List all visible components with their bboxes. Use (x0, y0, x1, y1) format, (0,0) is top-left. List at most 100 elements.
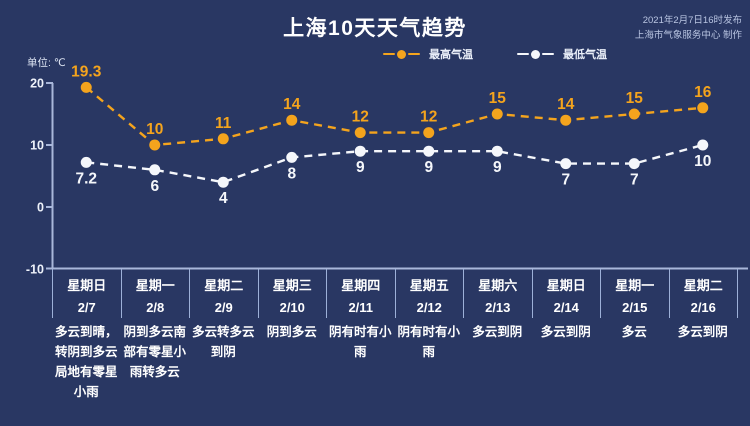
weather-description: 多云到阴 (677, 325, 728, 339)
day-header-cell: 星期日 2/7 (52, 269, 121, 318)
high-temp-point (80, 81, 92, 93)
legend-item-high-temp: 最高气温 (383, 46, 473, 62)
day-name-label: 星期一 (615, 278, 655, 293)
page-title: 上海10天天气趋势 (283, 17, 467, 40)
day-name-label: 星期三 (272, 278, 312, 293)
low-temp-point (423, 145, 435, 157)
day-date-label: 2/11 (348, 300, 374, 315)
legend-item-low-temp: 最低气温 (517, 46, 607, 62)
low-temp-point (354, 145, 366, 157)
legend-marker-dot (531, 49, 540, 59)
high-temp-value-label: 19.3 (71, 63, 102, 80)
publish-info: 2021年2月7日16时发布 上海市气象服务中心 制作 (635, 13, 742, 43)
low-temp-point (560, 158, 572, 170)
weather-description: 多云转多云 到阴 (191, 325, 255, 359)
day-header-cell: 星期三 2/10 (257, 269, 327, 318)
high-temp-value-label: 12 (352, 109, 369, 126)
day-header-cell: 星期二 2/16 (668, 269, 738, 318)
low-temp-point (628, 158, 640, 170)
legend-marker-dash (408, 52, 420, 56)
high-temp-point (423, 127, 435, 139)
legend-line-dot-icon (517, 49, 554, 59)
low-temp-value-label: 8 (287, 165, 296, 182)
legend-label: 最低气温 (563, 49, 607, 61)
y-tick-label: 0 (37, 201, 44, 215)
high-temp-value-label: 11 (215, 115, 232, 132)
legend-marker-dash (517, 52, 529, 56)
day-header-cell: 星期五 2/12 (394, 269, 464, 318)
legend-marker-dash (383, 52, 395, 56)
low-temp-point (217, 176, 229, 188)
low-temp-value-label: 4 (219, 190, 228, 207)
day-date-label: 2/9 (214, 300, 233, 315)
high-temp-point (697, 102, 709, 114)
high-temp-value-label: 14 (557, 96, 575, 113)
unit-label: 单位: ℃ (27, 57, 66, 69)
low-temp-value-label: 10 (694, 153, 711, 170)
day-header-row: 星期日 2/7 星期一 2/8 星期二 2/9 星期三 2/10 星期四 2/11 星期五 2/12 星… (52, 269, 738, 318)
high-temp-point (286, 114, 298, 126)
day-name-label: 星期五 (409, 278, 449, 293)
high-temp-point (354, 127, 366, 139)
low-temp-point (491, 145, 503, 157)
low-temp-line (86, 143, 704, 184)
day-date-label: 2/16 (690, 300, 716, 315)
low-temp-value-label: 9 (356, 159, 365, 176)
low-temp-value-label: 7 (561, 172, 570, 189)
day-date-label: 2/15 (622, 300, 648, 315)
day-name-label: 星期四 (341, 278, 381, 293)
day-name-label: 星期二 (683, 278, 723, 293)
low-temp-value-label: 9 (424, 159, 433, 176)
weather-description: 多云到晴， 转阴到多云 局地有零星 小雨 (54, 325, 118, 399)
weather-text-row: 多云到晴， 转阴到多云 局地有零星 小雨 阴到多云南 部有零星小 雨转多云 多云转多… (52, 322, 737, 402)
low-temp-point (286, 151, 298, 163)
y-tick-label: 10 (30, 139, 44, 153)
day-name-label: 星期日 (546, 278, 586, 293)
weather-description: 多云到阴 (472, 325, 523, 339)
high-temp-value-label: 15 (489, 90, 507, 107)
day-date-label: 2/12 (416, 300, 442, 315)
high-temp-line (85, 86, 703, 147)
day-header-cell: 星期六 2/13 (463, 269, 532, 318)
high-temp-point (217, 133, 229, 145)
high-temp-value-label: 15 (626, 90, 644, 107)
day-header-cell: 星期一 2/15 (600, 269, 669, 318)
weather-description: 阴有时有小 雨 (328, 325, 392, 359)
weather-description: 多云 (621, 325, 647, 339)
high-temp-value-label: 12 (420, 109, 437, 126)
y-tick-label: 20 (30, 77, 44, 91)
weather-description: 阴到多云 (266, 325, 317, 339)
day-name-label: 星期六 (478, 278, 518, 293)
high-temp-value-label: 14 (283, 96, 301, 113)
low-temp-value-label: 9 (493, 159, 502, 176)
low-temp-point (80, 156, 92, 168)
legend-marker-dot (397, 49, 406, 59)
legend-line-dot-icon (383, 49, 420, 59)
low-temp-point (149, 164, 161, 176)
low-temp-point (697, 139, 709, 151)
legend-label: 最高气温 (429, 49, 473, 61)
low-temp-value-label: 7 (630, 172, 639, 189)
publish-source: 上海市气象服务中心 制作 (634, 30, 742, 41)
day-header-cell: 星期四 2/11 (326, 269, 395, 318)
high-temp-point (628, 108, 640, 120)
day-name-label: 星期一 (135, 278, 175, 293)
high-temp-value-label: 10 (146, 121, 163, 138)
day-name-label: 星期二 (204, 278, 244, 293)
chart-legend: 最高气温 最低气温 (383, 46, 607, 62)
high-temp-value-label: 16 (694, 84, 712, 101)
high-temp-point (560, 114, 572, 126)
weather-description: 多云到阴 (540, 325, 591, 339)
day-date-label: 2/13 (485, 300, 511, 315)
day-date-label: 2/14 (553, 300, 579, 315)
day-header-cell: 星期二 2/9 (189, 269, 258, 318)
high-temp-point (491, 108, 503, 120)
day-name-label: 星期日 (67, 278, 107, 293)
weather-description: 阴到多云南 部有零星小 雨转多云 (123, 325, 186, 379)
day-header-cell: 星期日 2/14 (531, 269, 601, 318)
day-header-cell: 星期一 2/8 (120, 269, 190, 318)
weather-description: 阴有时有小 雨 (397, 325, 460, 359)
day-date-label: 2/7 (77, 300, 96, 315)
